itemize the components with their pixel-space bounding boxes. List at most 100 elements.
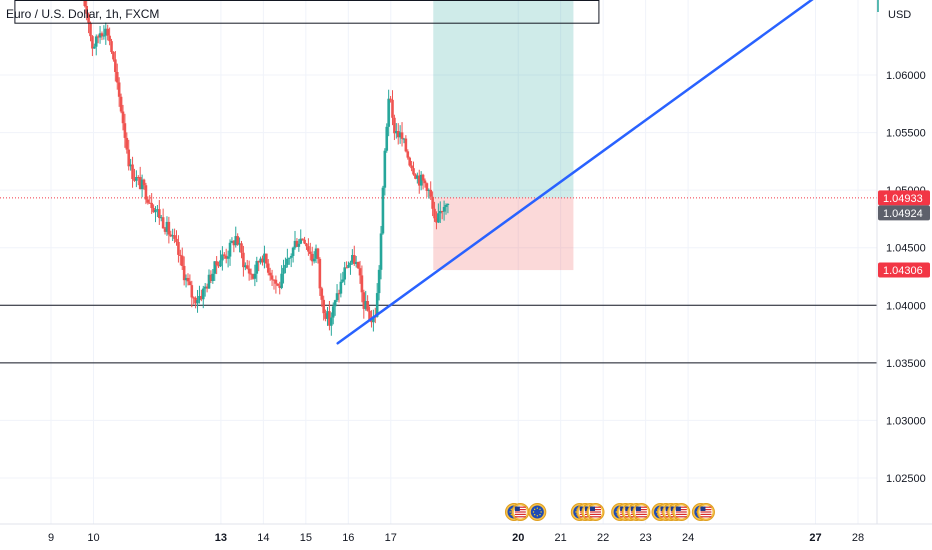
- candle-body: [196, 300, 199, 304]
- candle: [375, 283, 379, 318]
- price-badges: 1.04933 1.04924 1.04306: [878, 190, 930, 278]
- candle: [108, 27, 111, 46]
- eu-star: [536, 515, 539, 517]
- candle-body: [192, 297, 196, 299]
- candle-body: [402, 138, 406, 140]
- candle-body: [419, 174, 423, 186]
- candle: [247, 260, 251, 281]
- candle-body: [253, 273, 257, 279]
- top-rectangle-shape[interactable]: [14, 0, 600, 24]
- candle-body: [222, 254, 226, 256]
- candle: [364, 290, 368, 311]
- candle-body: [387, 98, 390, 127]
- candle-body: [188, 281, 192, 286]
- candle-body: [442, 206, 446, 212]
- eu-star: [539, 508, 541, 511]
- candle-body: [316, 248, 320, 259]
- candle-body: [89, 23, 92, 37]
- candle: [333, 299, 337, 316]
- candle: [265, 253, 268, 268]
- candle-body: [87, 13, 90, 24]
- candle-body: [230, 240, 234, 243]
- candle-body: [221, 254, 224, 261]
- candle-body: [347, 264, 350, 268]
- trendline-segment[interactable]: [336, 0, 824, 345]
- candle-body: [98, 33, 102, 38]
- us-event-icon[interactable]: [632, 503, 651, 521]
- candle: [117, 77, 121, 107]
- candle-body: [85, 5, 88, 14]
- candle-body: [228, 242, 232, 257]
- candle-body: [270, 275, 274, 280]
- us-event-icon[interactable]: [672, 503, 691, 521]
- candle: [331, 302, 335, 325]
- candle-body: [236, 236, 239, 245]
- us-event-icon[interactable]: [586, 503, 605, 521]
- candle-body: [303, 239, 306, 244]
- candle-body: [159, 217, 163, 219]
- price-badge: 1.04924: [878, 205, 930, 221]
- event-markers[interactable]: [504, 503, 715, 521]
- candle-body: [211, 273, 215, 281]
- top-rectangle[interactable]: [14, 0, 600, 24]
- candle-body: [364, 301, 368, 309]
- candle-body: [244, 265, 247, 268]
- candle: [112, 51, 115, 62]
- eu-star: [510, 508, 512, 511]
- candle: [158, 200, 161, 225]
- candle-body: [322, 299, 325, 314]
- candle-body: [349, 262, 352, 265]
- candle-body: [417, 175, 421, 186]
- horizontal-lines[interactable]: [0, 197, 877, 364]
- candle: [278, 281, 282, 295]
- candle-body: [280, 273, 283, 288]
- candle: [268, 267, 272, 281]
- candle: [396, 123, 400, 145]
- candle-body: [156, 209, 159, 211]
- candle-body: [299, 238, 303, 244]
- candle-body: [133, 178, 136, 181]
- candle-body: [276, 283, 280, 286]
- candle: [280, 265, 283, 290]
- position-profit-zone[interactable]: [433, 0, 574, 198]
- candle: [154, 206, 157, 223]
- candle: [270, 269, 274, 287]
- candle: [142, 178, 146, 190]
- candle-body: [138, 177, 142, 190]
- us-event-icon[interactable]: [696, 503, 715, 521]
- us-stripe: [700, 509, 712, 511]
- candle-body: [297, 243, 301, 247]
- candle: [307, 238, 310, 256]
- candle: [89, 21, 92, 42]
- us-event-icon[interactable]: [511, 503, 530, 521]
- price-badge-bg: [878, 205, 930, 221]
- candle: [182, 256, 186, 286]
- candle: [356, 261, 360, 270]
- candle: [232, 240, 236, 253]
- candle-body: [337, 293, 341, 295]
- candle: [314, 244, 318, 264]
- candle-body: [83, 0, 87, 6]
- us-stripe: [514, 516, 526, 518]
- candle-body: [282, 267, 285, 274]
- candle: [266, 259, 270, 276]
- candle-body: [144, 185, 148, 200]
- candle: [368, 306, 371, 321]
- candle: [316, 247, 320, 264]
- candle-body: [368, 310, 371, 321]
- candle-body: [173, 235, 176, 239]
- price-badge: 1.04933: [878, 190, 930, 206]
- candle: [381, 185, 385, 235]
- candle: [203, 283, 207, 297]
- candle-body: [345, 267, 348, 269]
- y-tick-label: 1.06000: [886, 70, 926, 82]
- candle-body: [377, 269, 381, 294]
- trendline[interactable]: [336, 0, 824, 345]
- us-stripe: [675, 506, 687, 508]
- position-box[interactable]: [433, 0, 574, 271]
- candle-body: [213, 261, 217, 274]
- eu-event-icon[interactable]: [528, 503, 547, 521]
- candle: [196, 289, 199, 313]
- candle-body: [362, 292, 366, 309]
